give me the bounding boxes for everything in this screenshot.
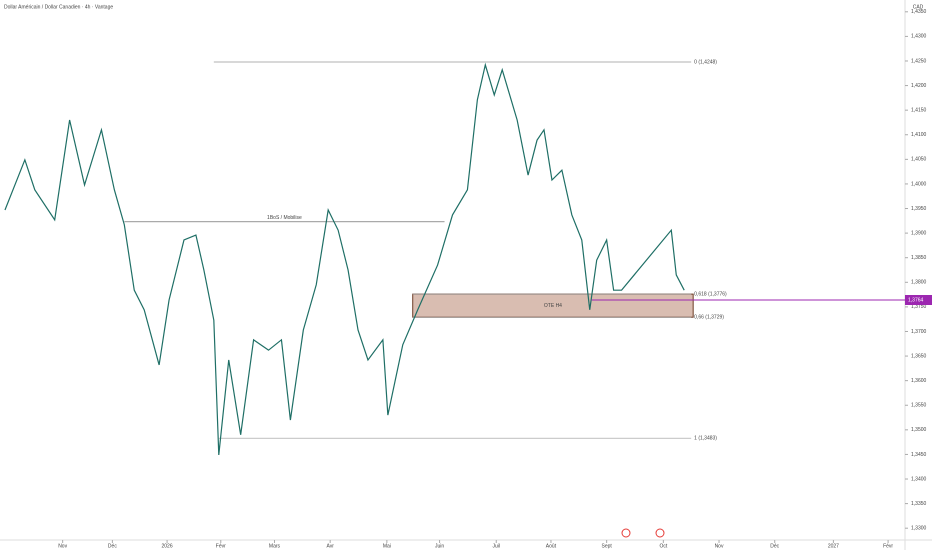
y-tick-label: 1,3650 [911, 353, 927, 359]
y-tick-label: 1,3950 [911, 206, 927, 212]
x-tick-label: Déc [108, 543, 117, 549]
y-tick-label: 1,3500 [911, 427, 927, 433]
y-tick-label: 1,3600 [911, 378, 927, 384]
y-tick-label: 1,3450 [911, 452, 927, 458]
last-price-box [905, 295, 932, 305]
x-tick-label: Nov [715, 543, 724, 549]
y-tick-label: 1,4100 [911, 132, 927, 138]
level-label: 1BoS / Mobilise [267, 215, 302, 221]
chart-title: Dollar Américain / Dollar Canadien · 4h … [4, 4, 113, 10]
y-tick-label: 1,4250 [911, 58, 927, 64]
y-tick-label: 1,3550 [911, 403, 927, 409]
level-label: 0,618 (1,3776) [694, 291, 727, 297]
y-tick-label: 1,4350 [911, 9, 927, 15]
y-tick-label: 1,4150 [911, 107, 927, 113]
y-tick-label: 1,3800 [911, 280, 927, 286]
x-tick-label: Oct [659, 543, 667, 549]
price-line [4, 62, 685, 455]
y-tick-label: 1,3300 [911, 526, 927, 532]
y-tick-label: 1,3850 [911, 255, 927, 261]
x-tick-label: 2027 [828, 543, 839, 549]
x-tick-label: Févr [883, 543, 893, 549]
x-tick-label: Mai [383, 543, 391, 549]
y-tick-label: 1,4050 [911, 157, 927, 163]
y-tick-label: 1,3750 [911, 304, 927, 310]
x-tick-label: Juin [435, 543, 444, 549]
x-tick-label: Sept [601, 543, 612, 549]
y-tick-label: 1,4000 [911, 181, 927, 187]
level-label: 0,66 (1,3729) [694, 315, 724, 321]
x-tick-label: Juil [493, 543, 501, 549]
x-tick-label: 2026 [162, 543, 173, 549]
y-tick-label: 1,4300 [911, 34, 927, 40]
level-label: 0 (1,4248) [694, 59, 717, 65]
x-tick-label: Août [546, 543, 557, 549]
level-label: 1 (1,3483) [694, 436, 717, 442]
y-tick-label: 1,4200 [911, 83, 927, 89]
x-tick-label: Avr [326, 543, 334, 549]
y-unit: CAD [913, 4, 924, 10]
x-tick-label: Déc [770, 543, 779, 549]
event-icon [621, 528, 631, 538]
zone-label: OTE H4 [544, 303, 562, 309]
y-tick-label: 1,3700 [911, 329, 927, 335]
y-tick-label: 1,3900 [911, 230, 927, 236]
y-tick-label: 1,3400 [911, 476, 927, 482]
x-tick-label: Mars [269, 543, 281, 549]
y-tick-label: 1,3350 [911, 501, 927, 507]
x-tick-label: Nov [58, 543, 67, 549]
event-icon [655, 528, 665, 538]
last-price-label: 1,3764 [908, 297, 924, 303]
x-tick-label: Févr [216, 543, 226, 549]
